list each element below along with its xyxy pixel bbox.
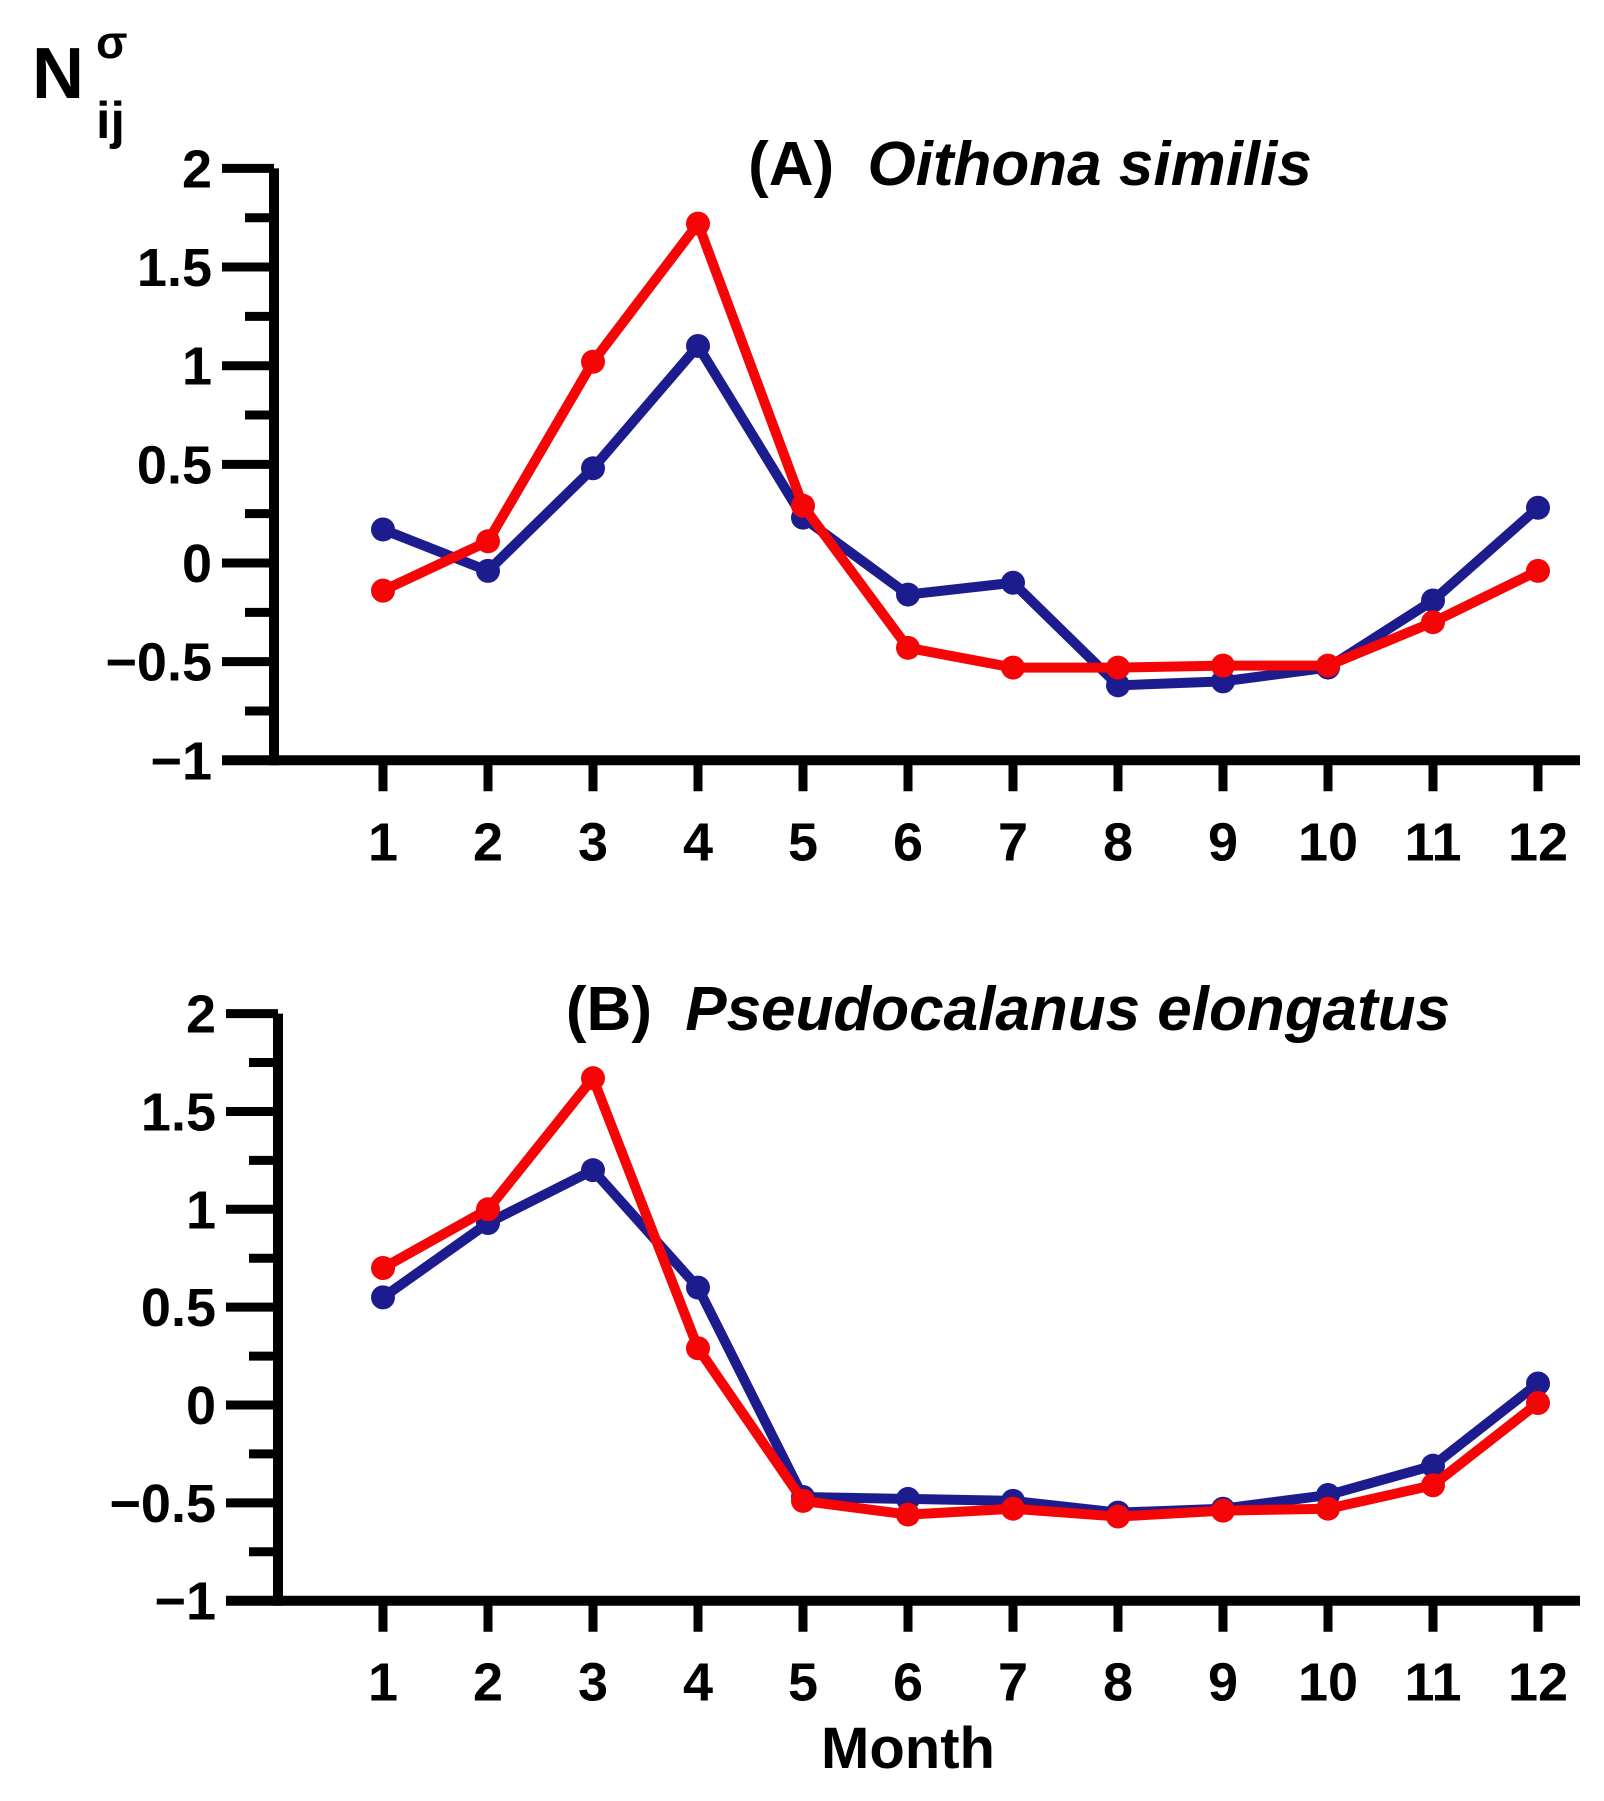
y-tick-label: 1.5: [137, 238, 212, 298]
series-line-blue: [378, 340, 1543, 691]
y-tick-label: 0: [182, 534, 212, 594]
data-point-red-m4: [686, 1336, 710, 1361]
y-tick-label: −0.5: [105, 633, 212, 693]
data-point-blue-m11: [1421, 1453, 1445, 1478]
y-axis-symbol-base: N: [32, 34, 84, 114]
panel-b-series: [371, 1066, 1550, 1529]
data-point-red-m2: [476, 1197, 500, 1222]
y-tick-label: 2: [186, 985, 216, 1045]
x-axis-title: Month: [821, 1716, 995, 1781]
data-point-blue-m3: [581, 456, 605, 481]
data-point-red-m7: [1001, 1496, 1025, 1521]
panel-b-title: (B) Pseudocalanus elongatus: [566, 975, 1450, 1044]
panel-b-axes: 21.510.50−0.5−11 2 3 4 5 6 7 8 9 10 11 12: [109, 985, 1580, 1713]
panel-a-axes: 21.510.50−0.5−11 2 3 4 5 6 7 8 9 10 11 12: [105, 139, 1580, 872]
x-tick-label: 4: [683, 812, 713, 872]
data-point-blue-m8: [1106, 673, 1130, 698]
panel-b-title-species: Pseudocalanus elongatus: [685, 975, 1450, 1044]
y-axis-symbol-superscript: σ: [96, 16, 127, 68]
panel-a-title-species: Oithona similis: [867, 130, 1311, 199]
y-tick-label: 1: [182, 337, 212, 397]
x-tick-label: 5: [788, 812, 818, 872]
y-axis-symbol-subscript: ij: [96, 92, 125, 150]
x-tick-label: 8: [1103, 1653, 1133, 1713]
data-point-blue-m11: [1421, 588, 1445, 613]
x-tick-label: 6: [893, 812, 923, 872]
x-tick-label: 7: [998, 1653, 1028, 1713]
data-point-red-m12: [1526, 558, 1550, 583]
x-tick-label: 11: [1404, 812, 1461, 872]
data-point-blue-m12: [1526, 1371, 1550, 1396]
x-tick-label: 6: [893, 1653, 923, 1713]
data-point-red-m4: [686, 211, 710, 236]
data-point-blue-m4: [686, 333, 710, 358]
y-tick-label: 2: [182, 139, 212, 199]
panel-a-title-prefix: (A): [748, 130, 834, 199]
x-tick-label: 2: [473, 1653, 503, 1713]
data-point-red-m12: [1526, 1391, 1550, 1416]
x-tick-label: 3: [578, 1653, 608, 1713]
x-tick-label: 4: [683, 1653, 713, 1713]
data-point-blue-m1: [371, 1285, 395, 1310]
data-point-red-m5: [791, 1488, 815, 1513]
data-point-blue-m1: [371, 517, 395, 542]
data-point-blue-m6: [896, 582, 920, 607]
data-point-red-m10: [1316, 1496, 1340, 1521]
x-tick-label: 1: [368, 1653, 398, 1713]
data-point-red-m1: [371, 1256, 395, 1281]
data-point-red-m11: [1421, 610, 1445, 635]
series-line-blue: [378, 1165, 1543, 1518]
x-tick-label: 9: [1208, 1653, 1238, 1713]
data-point-red-m1: [371, 578, 395, 603]
data-point-red-m11: [1421, 1473, 1445, 1498]
x-tick-label: 10: [1298, 1653, 1358, 1713]
data-point-red-m9: [1211, 1498, 1235, 1523]
x-tick-label: 7: [998, 812, 1028, 872]
data-point-red-m3: [581, 349, 605, 374]
data-point-red-m6: [896, 635, 920, 660]
series-line-red: [378, 1073, 1543, 1522]
x-tick-label: 12: [1508, 1653, 1568, 1713]
x-tick-label: 9: [1208, 812, 1238, 872]
y-tick-label: 1: [186, 1180, 216, 1240]
x-tick-label: 5: [788, 1653, 818, 1713]
panel-a: (A) Oithona similis 21.510.50−0.5−11 2 3 4 5…: [105, 130, 1580, 872]
y-tick-label: 0.5: [141, 1278, 216, 1338]
data-point-red-m7: [1001, 655, 1025, 680]
data-point-blue-m7: [1001, 570, 1025, 595]
x-tick-label: 3: [578, 812, 608, 872]
x-tick-label: 1: [368, 812, 398, 872]
y-tick-label: −1: [150, 731, 212, 791]
data-point-red-m10: [1316, 653, 1340, 678]
x-tick-label: 10: [1298, 812, 1358, 872]
data-point-blue-m3: [581, 1158, 605, 1183]
y-tick-label: 1.5: [141, 1082, 216, 1142]
data-point-blue-m2: [476, 558, 500, 583]
data-point-red-m8: [1106, 1504, 1130, 1529]
series-line-red: [378, 218, 1543, 673]
panel-a-series: [371, 211, 1550, 698]
data-point-blue-m12: [1526, 495, 1550, 520]
data-point-red-m9: [1211, 653, 1235, 678]
x-tick-label: 11: [1404, 1653, 1461, 1713]
panel-b-title-prefix: (B): [566, 975, 652, 1044]
y-axis-symbol: N σ ij: [32, 16, 127, 150]
data-point-blue-m4: [686, 1275, 710, 1300]
x-tick-label: 8: [1103, 812, 1133, 872]
data-point-red-m5: [791, 493, 815, 518]
data-point-red-m6: [896, 1502, 920, 1527]
data-point-red-m3: [581, 1066, 605, 1091]
data-point-red-m8: [1106, 655, 1130, 680]
y-tick-label: 0.5: [137, 435, 212, 495]
panel-a-title: (A) Oithona similis: [748, 130, 1312, 199]
data-point-red-m2: [476, 529, 500, 554]
panel-b: (B) Pseudocalanus elongatus 2 1.5 1 0.5 0 −0.…: [109, 975, 1580, 1713]
y-tick-label: −1: [154, 1572, 216, 1632]
x-tick-label: 2: [473, 812, 503, 872]
y-tick-label: −0.5: [109, 1474, 216, 1534]
y-tick-label: 0: [186, 1376, 216, 1436]
x-tick-label: 12: [1508, 812, 1568, 872]
